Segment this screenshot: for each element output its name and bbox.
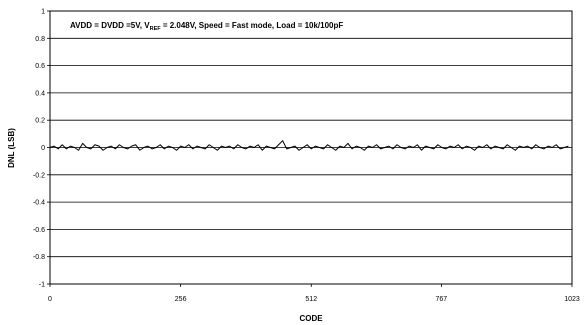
annotation-suffix: = 2.048V, Speed = Fast mode, Load = 10k/… [161,21,344,30]
y-tick-label: 1 [41,9,45,16]
y-tick-label: -1 [39,282,45,289]
x-tick-label: 1023 [564,296,580,303]
y-tick-label: 0.2 [35,118,45,125]
x-tick-label: 767 [436,296,448,303]
series-layer [49,140,569,151]
x-tick-label: 256 [175,296,187,303]
y-tick-label: 0 [41,145,45,152]
annotation-text: AVDD = DVDD =5V, VREF = 2.048V, Speed = … [70,21,343,32]
grid-lines [47,10,573,287]
x-tick-labels: 0 256 512 767 1023 [48,296,580,303]
y-axis-title: DNL (LSB) [7,128,16,168]
y-tick-labels: -1 -0.8 -0.6 -0.4 -0.2 0 0.2 0.4 0.6 0.8 1 [33,9,45,289]
annotation-subscript: REF [150,26,162,32]
x-tick-label: 512 [305,296,317,303]
y-tick-label: 0.4 [35,90,45,97]
annotation-prefix: AVDD = DVDD =5V, V [70,21,150,30]
y-tick-label: 0.8 [35,36,45,43]
series-line-dnl [49,140,569,151]
x-axis-title: CODE [299,314,323,323]
x-tick-label: 0 [48,296,52,303]
y-tick-label: -0.6 [33,227,45,234]
y-tick-label: -0.4 [33,200,45,207]
y-tick-label: 0.6 [35,63,45,70]
y-tick-label: -0.2 [33,172,45,179]
y-tick-label: -0.8 [33,254,45,261]
